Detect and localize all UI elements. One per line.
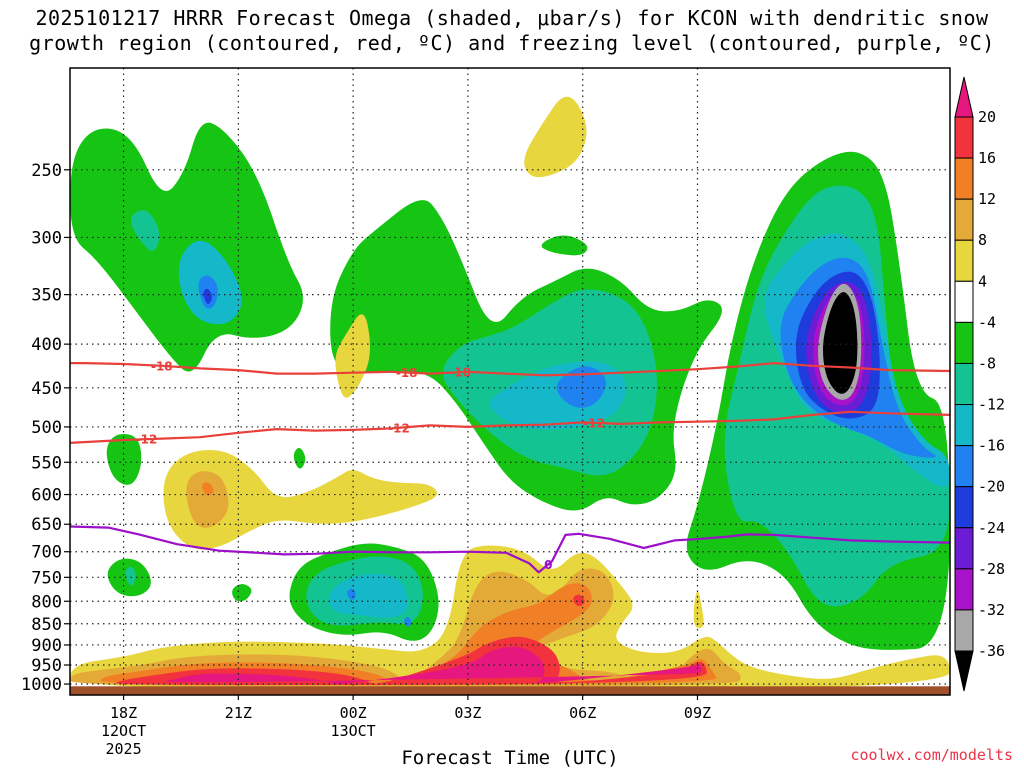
omega-colorbar: 20 16 12 8 4 -4 -8 -12 -16 -20 -24 -28 -32 -36 (954, 76, 1005, 692)
x-tick-label-03Z: 03Z (454, 704, 481, 722)
x-tick-label-21Z: 21Z (225, 704, 252, 722)
x-tick-year-18Z: 2025 (106, 740, 142, 758)
contour-label-dgz-minus18-2: -18 (396, 366, 418, 380)
y-tick-label-900: 900 (31, 636, 62, 656)
omega-region-tiny-descent-1 (573, 594, 585, 607)
contour-line-freezing-level-0 (70, 525, 950, 574)
contour-label-dgz-minus12-0: -12 (136, 433, 158, 447)
contour-line-dgz-minus12 (70, 410, 950, 444)
y-tick-label-800: 800 (31, 592, 62, 612)
colorbar-band-5 (954, 321, 974, 364)
colorbar-band-1 (954, 157, 974, 200)
omega-region-low-descent-left-orange (186, 471, 229, 528)
omega-region-surface-descent-magenta (165, 646, 702, 685)
colorbar-label-2: 12 (978, 190, 996, 208)
y-tick-label-700: 700 (31, 543, 62, 563)
contour-label-dgz-minus12-2: -12 (583, 416, 605, 430)
x-tick-label-06Z: 06Z (569, 704, 596, 722)
colorbar-bottom-arrow (954, 650, 974, 692)
colorbar-label-5: -4 (978, 313, 996, 331)
colorbar-label-9: -20 (978, 478, 1005, 496)
omega-region-surface-descent-red (115, 636, 708, 685)
x-tick-label-09Z: 09Z (684, 704, 711, 722)
colorbar-band-3 (954, 239, 974, 282)
omega-region-upper-descent-1 (335, 314, 370, 398)
omega-region-low-descent-left-core (202, 482, 214, 496)
y-tick-label-750: 750 (31, 568, 62, 588)
colorbar-band-7 (954, 404, 974, 447)
contour-label-dgz-minus18-0: -18 (151, 359, 173, 373)
omega-region-low-ascent-center-cyan (328, 573, 408, 618)
colorbar-label-12: -32 (978, 601, 1005, 619)
contour-label-dgz-minus18-1: -18 (449, 366, 471, 380)
colorbar-label-13: -36 (978, 642, 1005, 660)
y-tick-label-300: 300 (31, 228, 62, 248)
colorbar-label-7: -12 (978, 396, 1005, 414)
colorbar-band-4 (954, 280, 974, 323)
omega-region-tiny-ascent-1 (293, 447, 306, 469)
omega-region-low-ascent-left-teal (125, 566, 136, 586)
colorbar-band-9 (954, 486, 974, 529)
colorbar-label-8: -16 (978, 437, 1005, 455)
omega-region-surface-descent-darkorange (100, 583, 717, 686)
y-tick-label-550: 550 (31, 453, 62, 473)
x-tick-label-18Z: 18Z (110, 704, 137, 722)
grid-lines (70, 68, 950, 695)
omega-region-upper-descent-2 (524, 96, 587, 178)
y-tick-label-850: 850 (31, 615, 62, 635)
colorbar-label-11: -28 (978, 560, 1005, 578)
y-tick-label-500: 500 (31, 418, 62, 438)
chart-title-line-1: 2025101217 HRRR Forecast Omega (shaded, … (35, 6, 989, 30)
omega-region-low-descent-left (163, 450, 438, 550)
omega-region-small-ascent-upper (378, 288, 397, 324)
x-axis-title: Forecast Time (UTC) (401, 747, 618, 768)
omega-region-mid-ascent-blue (556, 366, 606, 408)
y-tick-label-600: 600 (31, 486, 62, 506)
colorbar-label-10: -24 (978, 519, 1005, 537)
y-tick-label-350: 350 (31, 286, 62, 306)
colorbar-band-12 (954, 609, 974, 652)
omega-region-upper-ascent-left-core (203, 288, 213, 305)
y-tick-label-400: 400 (31, 335, 62, 355)
chart-title-line-2: growth region (contoured, red, ºC) and f… (29, 31, 995, 55)
colorbar-band-0 (954, 116, 974, 159)
x-tick-date-18Z: 12OCT (101, 722, 146, 740)
colorbar-band-2 (954, 198, 974, 241)
colorbar-band-6 (954, 362, 974, 406)
x-tick-date-00Z: 13OCT (331, 722, 376, 740)
contour-line-dgz-minus18 (70, 362, 950, 377)
y-tick-label-950: 950 (31, 656, 62, 676)
contour-label-dgz-minus12-1: -12 (388, 421, 410, 435)
omega-region-tiny-descent-2 (693, 591, 704, 629)
y-tick-label-250: 250 (31, 161, 62, 181)
colorbar-label-6: -8 (978, 354, 996, 372)
credit-text[interactable]: coolwx.com/modelts (850, 746, 1013, 764)
contour-lines (70, 362, 950, 574)
colorbar-band-11 (954, 568, 974, 611)
colorbar-band-10 (954, 527, 974, 570)
omega-region-thin-ascent-streak (541, 235, 588, 256)
colorbar-top-arrow (954, 76, 974, 118)
colorbar-label-1: 16 (978, 149, 996, 167)
colorbar-label-3: 8 (978, 231, 987, 249)
y-tick-label-450: 450 (31, 379, 62, 399)
omega-shaded-field (70, 96, 950, 692)
pressure-axis: 2503003504004505005506006507007508008509… (21, 161, 70, 695)
omega-region-upper-ascent-left-teal (130, 210, 160, 251)
plot-frame (69, 67, 951, 696)
x-tick-label-00Z: 00Z (340, 704, 367, 722)
omega-region-tiny-ascent-2 (232, 584, 252, 602)
y-tick-label-1000: 1000 (21, 675, 62, 695)
contour-label-freezing-level-0-0: 0 (544, 558, 552, 572)
colorbar-label-4: 4 (978, 272, 987, 290)
y-tick-label-650: 650 (31, 515, 62, 535)
contour-labels: -18 -18 -18 -12 -12 -12 0 (136, 359, 605, 572)
colorbar-label-0: 20 (978, 108, 996, 126)
omega-region-upper-ascent-left (70, 122, 303, 372)
colorbar-band-8 (954, 445, 974, 488)
ground-surface-bar (70, 686, 950, 695)
